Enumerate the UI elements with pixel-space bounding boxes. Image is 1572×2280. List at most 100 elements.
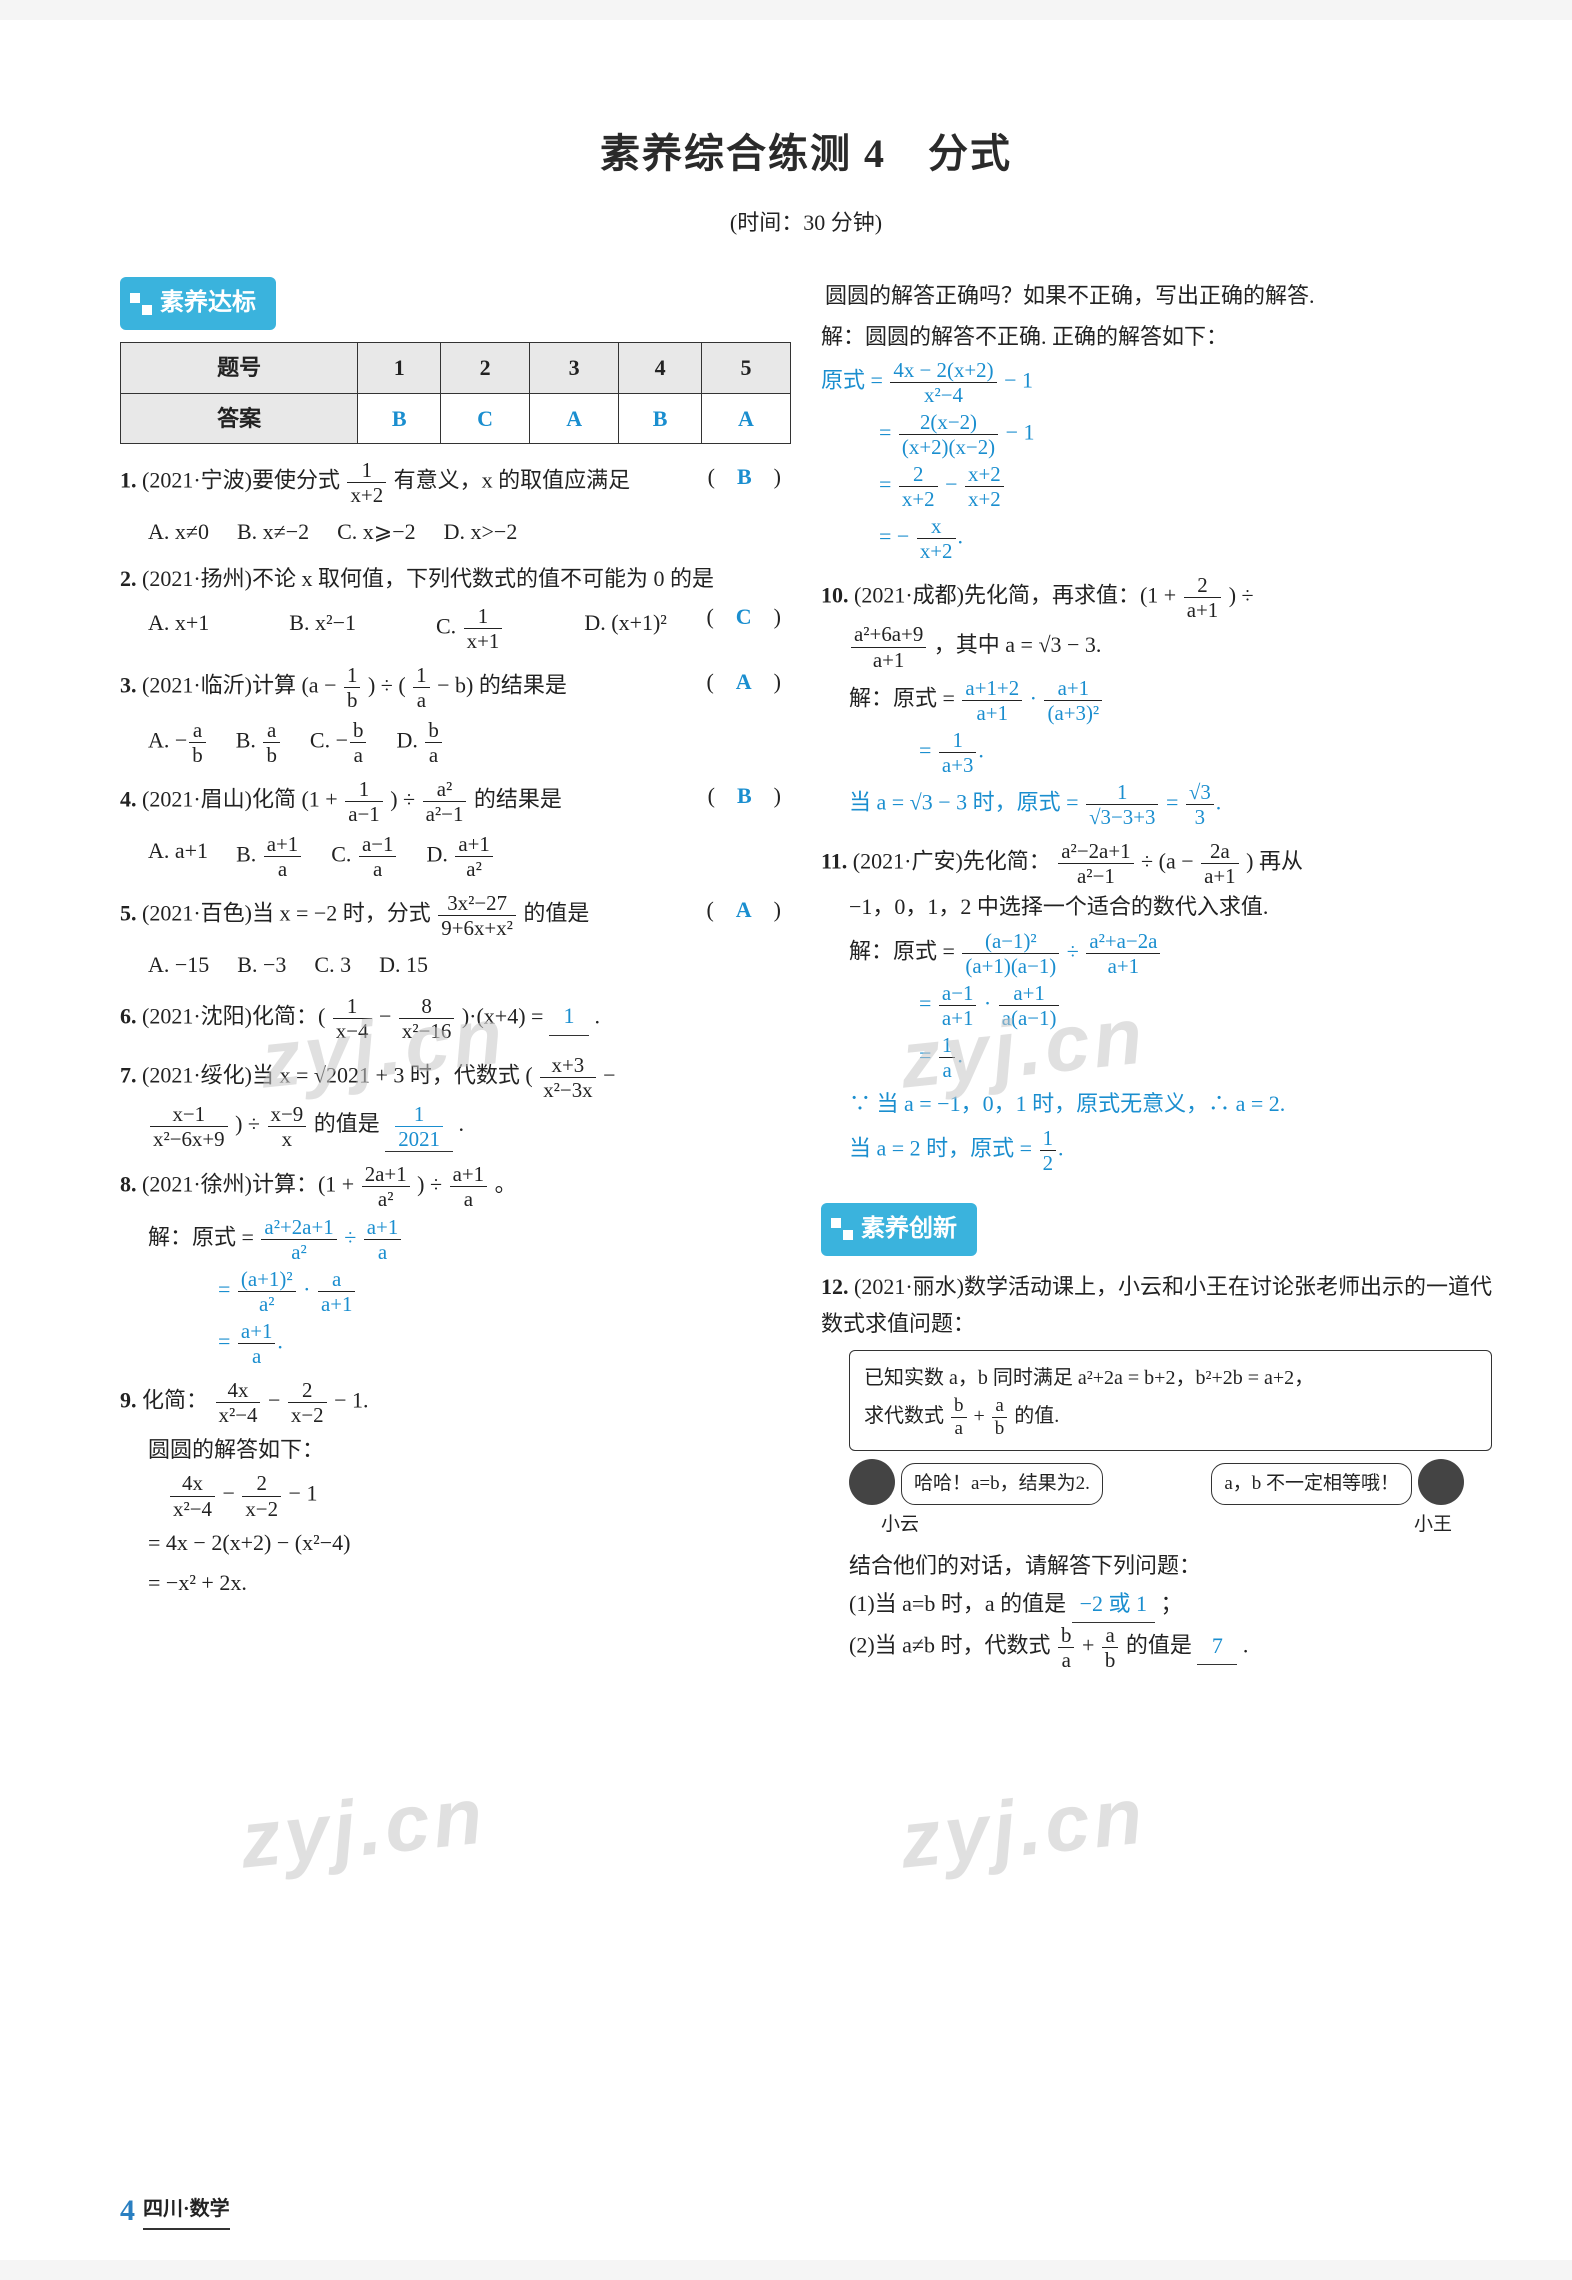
- q2-opt-d: D. (x+1)²: [584, 604, 667, 653]
- ans-5: A: [701, 393, 790, 443]
- col-label: 题号: [121, 343, 358, 393]
- q12-answer-2: 7: [1197, 1627, 1237, 1665]
- question-6: 6. (2021·沈阳)化简：( 1x−4 − 8x²−16 )·(x+4) =…: [120, 994, 791, 1043]
- answer-table-row: 答案 B C A B A: [121, 393, 791, 443]
- q8-solution: 解：原式 = a²+2a+1a² ÷ a+1a = (a+1)²a² · aa+…: [148, 1215, 791, 1368]
- question-5: 5. (2021·百色)当 x = −2 时，分式 3x²−279+6x+x² …: [120, 891, 791, 983]
- q1-text-b: 有意义，x 的取值应满足: [394, 468, 631, 493]
- avatar-xiaowang: [1418, 1459, 1464, 1505]
- q5-options: A. −15 B. −3 C. 3 D. 15: [148, 946, 791, 983]
- question-8: 8. (2021·徐州)计算：(1 + 2a+1a² ) ÷ a+1a 。 解：…: [120, 1162, 791, 1368]
- q1-number: 1.: [120, 468, 137, 493]
- page-footer: 4 四川·数学: [120, 2185, 230, 2236]
- bubble-xiaowang: a，b 不一定相等哦！: [1211, 1463, 1412, 1505]
- q4-number: 4.: [120, 787, 137, 812]
- q7-text-a: (2021·绥化)当 x = √2021 + 3 时，代数式 (: [142, 1062, 533, 1087]
- q5-paren: ( A ): [706, 891, 781, 928]
- q5-text-a: (2021·百色)当 x = −2 时，分式: [142, 901, 431, 926]
- page-number: 4: [120, 2185, 135, 2236]
- q5-opt-a: A. −15: [148, 946, 209, 983]
- q12-names: 小云 小王: [881, 1509, 1452, 1541]
- q3-paren: ( A ): [706, 663, 781, 700]
- q5-opt-c: C. 3: [314, 946, 351, 983]
- watermark-3: zyj.cn: [234, 1747, 493, 1908]
- q3-opt-b: B. ab: [236, 718, 282, 767]
- q3-text-a: (2021·临沂)计算 (a −: [142, 672, 336, 697]
- q9-given-work: 圆圆的解答如下： 4xx²−4 − 2x−2 − 1 = 4x − 2(x+2)…: [148, 1431, 791, 1601]
- grid-icon: [831, 1218, 853, 1240]
- q4-opt-d: D. a+1a²: [426, 832, 494, 881]
- q12-problem-box: 已知实数 a，b 同时满足 a²+2a = b+2，b²+2b = a+2， 求…: [849, 1350, 1492, 1451]
- q4-opt-b: B. a+1a: [236, 832, 303, 881]
- question-4: 4. (2021·眉山)化简 (1 + 1a−1 ) ÷ a²a²−1 的结果是…: [120, 777, 791, 881]
- q1-answer: B: [737, 464, 752, 489]
- q2-paren: ( C ): [706, 598, 781, 635]
- q11-number: 11.: [821, 848, 847, 873]
- q3-opt-c: C. −ba: [310, 718, 369, 767]
- q6-text-b: )·(x+4) =: [462, 1003, 549, 1028]
- ans-3: A: [530, 393, 619, 443]
- answer-table-header: 题号 1 2 3 4 5: [121, 343, 791, 393]
- q1-paren: ( B ): [708, 458, 781, 495]
- q4-text-c: 的结果是: [474, 787, 562, 812]
- col-4: 4: [619, 343, 702, 393]
- bubble-xiaoyun: 哈哈！a=b，结果为2.: [901, 1463, 1103, 1505]
- question-12: 12. (2021·丽水)数学活动课上，小云和小王在讨论张老师出示的一道代数式求…: [821, 1268, 1492, 1673]
- q10-solution: 解：原式 = a+1+2a+1 · a+1(a+3)² = 1a+3. 当 a …: [849, 676, 1492, 829]
- q4-paren: ( B ): [708, 777, 781, 814]
- q6-text-a: (2021·沈阳)化简：(: [142, 1003, 325, 1028]
- q4-options: A. a+1 B. a+1a C. a−1a D. a+1a²: [148, 832, 791, 881]
- q1-text-a: (2021·宁波)要使分式: [142, 468, 340, 493]
- q3-opt-d: D. ba: [396, 718, 443, 767]
- q4-text-b: ) ÷: [390, 787, 415, 812]
- question-3: 3. (2021·临沂)计算 (a − 1b ) ÷ ( 1a − b) 的结果…: [120, 663, 791, 767]
- question-2: 2. (2021·扬州)不论 x 取何值，下列代数式的值不可能为 0 的是 ( …: [120, 560, 791, 652]
- question-9: 9. 化简： 4xx²−4 − 2x−2 − 1. 圆圆的解答如下： 4xx²−…: [120, 1378, 791, 1601]
- col-1: 1: [358, 343, 441, 393]
- q2-opt-b: B. x²−1: [289, 604, 356, 653]
- q12-number: 12.: [821, 1274, 849, 1299]
- col-3: 3: [530, 343, 619, 393]
- q5-opt-b: B. −3: [237, 946, 286, 983]
- footer-text: 四川·数学: [143, 2192, 230, 2230]
- question-10: 10. (2021·成都)先化简，再求值：(1 + 2a+1 ) ÷ a²+6a…: [821, 573, 1492, 828]
- ans-1: B: [358, 393, 441, 443]
- q12-dialog: 哈哈！a=b，结果为2. a，b 不一定相等哦！: [849, 1459, 1464, 1505]
- q1-opt-b: B. x≠−2: [237, 513, 309, 550]
- ans-4: B: [619, 393, 702, 443]
- q5-text-b: 的值是: [523, 901, 589, 926]
- q2-number: 2.: [120, 566, 137, 591]
- q6-answer: 1: [549, 997, 589, 1035]
- left-column: 素养达标 题号 1 2 3 4 5 答案 B C A B A: [120, 277, 791, 1682]
- page: zyj.cn zyj.cn zyj.cn zyj.cn 素养综合练测 4 分式 …: [0, 20, 1572, 2260]
- q3-number: 3.: [120, 672, 137, 697]
- q4-answer: B: [737, 783, 752, 808]
- col-2: 2: [441, 343, 530, 393]
- q1-options: A. x≠0 B. x≠−2 C. x⩾−2 D. x>−2: [148, 513, 791, 550]
- q8-number: 8.: [120, 1171, 137, 1196]
- q3-answer: A: [736, 669, 752, 694]
- ans-2: C: [441, 393, 530, 443]
- q1-frac: 1x+2: [347, 458, 386, 507]
- content-columns: 素养达标 题号 1 2 3 4 5 答案 B C A B A: [120, 277, 1492, 1682]
- q2-text: (2021·扬州)不论 x 取何值，下列代数式的值不可能为 0 的是: [142, 566, 714, 591]
- q2-opt-c: C. 1x+1: [436, 604, 504, 653]
- question-9-solution: 圆圆的解答正确吗？如果不正确，写出正确的解答. 解：圆圆的解答不正确. 正确的解…: [821, 277, 1492, 563]
- row-label: 答案: [121, 393, 358, 443]
- q4-text-a: (2021·眉山)化简 (1 +: [142, 787, 338, 812]
- q9-text-a: 化简：: [142, 1388, 208, 1413]
- grid-icon: [130, 293, 152, 315]
- page-title: 素养综合练测 4 分式: [120, 120, 1492, 188]
- q3-opt-a: A. −ab: [148, 718, 208, 767]
- q3-options: A. −ab B. ab C. −ba D. ba: [148, 718, 791, 767]
- page-subtitle: (时间：30 分钟): [120, 204, 1492, 241]
- q11-solution: 解：原式 = (a−1)²(a+1)(a−1) ÷ a²+a−2aa+1 = a…: [849, 929, 1492, 1175]
- q7-number: 7.: [120, 1062, 137, 1087]
- q2-answer: C: [736, 604, 752, 629]
- section-tab-label: 素养达标: [160, 283, 256, 324]
- question-11: 11. (2021·广安)先化简： a²−2a+1a²−1 ÷ (a − 2aa…: [821, 839, 1492, 1175]
- q1-opt-c: C. x⩾−2: [337, 513, 416, 550]
- q5-opt-d: D. 15: [379, 946, 428, 983]
- section-tab-label: 素养创新: [861, 1209, 957, 1250]
- q2-options: A. x+1 B. x²−1 C. 1x+1 D. (x+1)²: [148, 604, 706, 653]
